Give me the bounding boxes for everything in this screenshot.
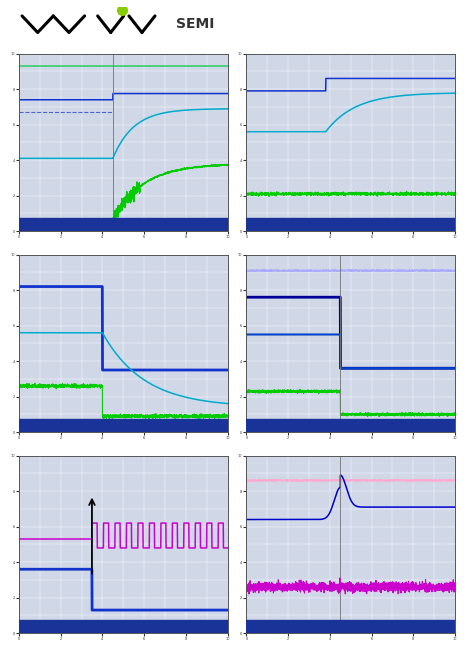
Bar: [246, 419, 455, 432]
Bar: [19, 419, 228, 432]
Bar: [246, 620, 455, 633]
Bar: [19, 620, 228, 633]
Bar: [19, 218, 228, 231]
Bar: [246, 218, 455, 231]
Text: SEMI: SEMI: [176, 17, 214, 31]
